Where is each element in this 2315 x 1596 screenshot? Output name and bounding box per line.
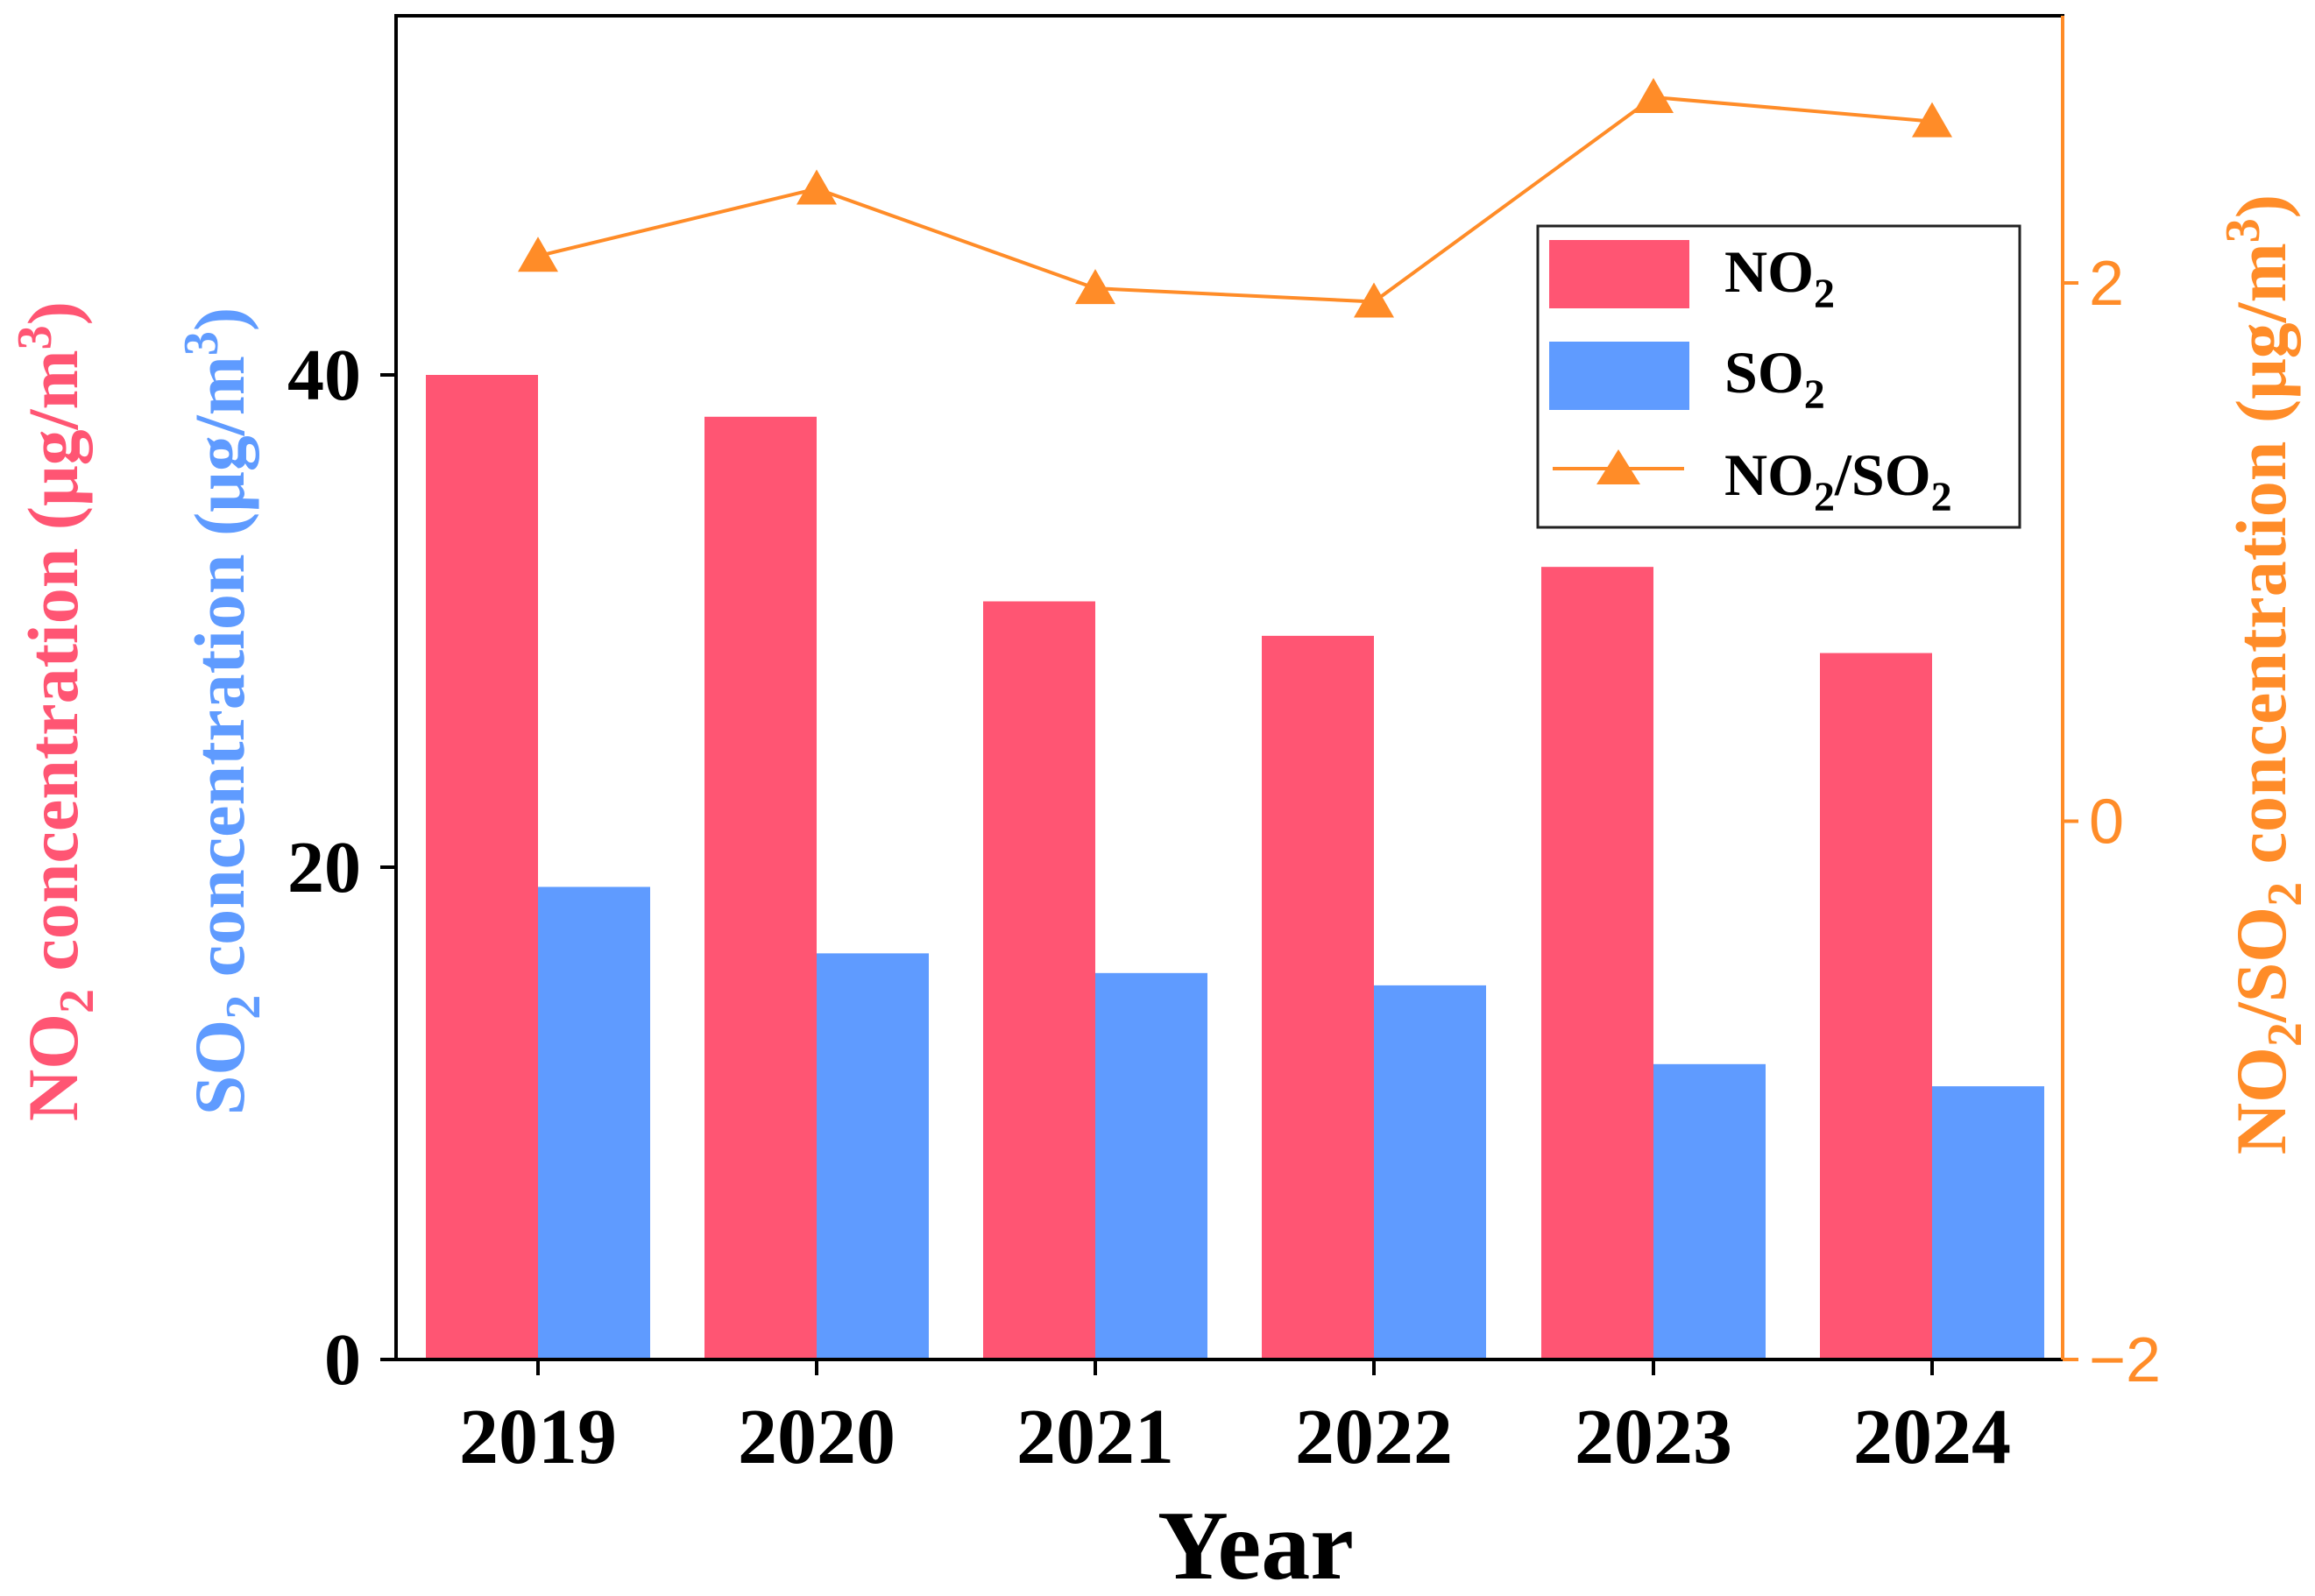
right-axis-ticks: −2 0 2: [2063, 249, 2161, 1395]
bar-no2-2024: [1820, 653, 1932, 1359]
bar-so2-2019: [538, 886, 650, 1359]
ratio-marker-2024: [1912, 102, 1952, 138]
y-axis-label-no2: NO2 concentration (μg/m3): [8, 301, 104, 1121]
bar-no2-2019: [426, 375, 538, 1359]
ratio-line: [537, 95, 1933, 304]
y-axis-label-so2: SO2 concentration (μg/m3): [174, 307, 271, 1115]
right-tick-label-2: 2: [2089, 249, 2124, 319]
legend: NO2 SO2 NO2/SO2: [1536, 224, 2021, 529]
x-tick-label-2024: 2024: [1853, 1394, 2011, 1480]
bar-so2-2020: [817, 953, 929, 1359]
left-axis-ticks: 0 20 40: [287, 335, 396, 1401]
x-tick-label-2019: 2019: [459, 1394, 617, 1480]
ratio-marker-2020: [796, 169, 837, 205]
bar-so2-2024: [1932, 1086, 2044, 1359]
x-axis-label: Year: [1158, 1492, 1354, 1596]
bar-no2-2021: [983, 601, 1095, 1359]
legend-label-ratio: NO2/SO2: [1724, 441, 1952, 520]
bar-so2-2021: [1095, 972, 1207, 1359]
ratio-marker-2022: [1354, 282, 1394, 318]
bar-no2-2022: [1262, 635, 1374, 1359]
ratio-marker-2023: [1633, 77, 1674, 113]
x-tick-label-2020: 2020: [738, 1394, 896, 1480]
bar-so2-2022: [1374, 985, 1486, 1359]
x-tick-label-2022: 2022: [1295, 1394, 1453, 1480]
bar-no2-2020: [704, 416, 817, 1359]
bar-so2-2023: [1653, 1063, 1766, 1359]
ratio-line-group: [518, 77, 1952, 318]
legend-marker-ratio: [1596, 449, 1640, 484]
x-tick-label-2021: 2021: [1016, 1394, 1174, 1480]
ratio-marker-2019: [518, 237, 558, 272]
legend-swatch-no2: [1549, 240, 1689, 308]
legend-label-so2: SO2: [1724, 339, 1825, 418]
bars-group: [426, 375, 2044, 1359]
bar-no2-2023: [1541, 567, 1653, 1359]
right-tick-label-0: 0: [2089, 787, 2124, 858]
left-tick-label-20: 20: [287, 827, 361, 908]
y-axis-label-ratio: NO2/SO2 concentration (μg/m3): [2216, 194, 2312, 1155]
left-tick-label-0: 0: [324, 1319, 361, 1401]
x-axis-ticks: 2019 2020 2021 2022 2023 2024: [459, 1359, 2011, 1480]
legend-label-no2: NO2: [1724, 238, 1835, 317]
x-tick-label-2023: 2023: [1575, 1394, 1732, 1480]
right-tick-label--2: −2: [2089, 1325, 2161, 1395]
legend-swatch-so2: [1549, 342, 1689, 410]
ratio-marker-2021: [1075, 269, 1115, 305]
left-tick-label-40: 40: [287, 335, 361, 416]
